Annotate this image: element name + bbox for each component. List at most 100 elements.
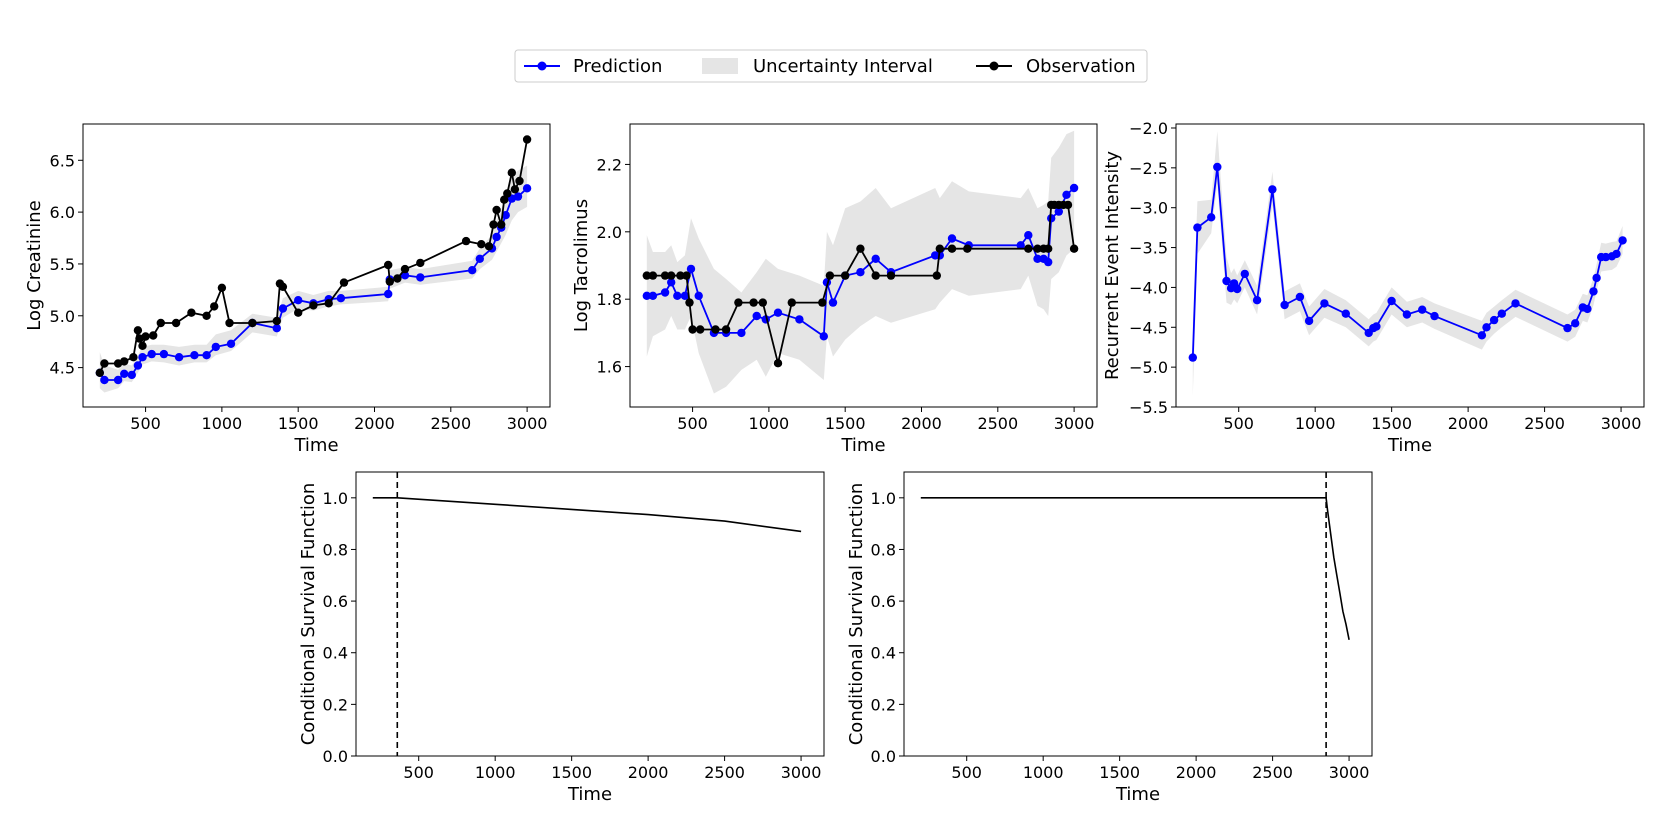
creatinine-observation-line [98,139,528,374]
legend-uncertainty-label: Uncertainty Interval [753,56,933,77]
recurrent-prediction-point [1193,223,1202,232]
creatinine-observation-point [248,318,257,328]
recurrent-uncertainty-band [1192,131,1623,396]
creatinine-y-tick-label: 5.0 [50,307,75,326]
creatinine-observation-point [384,260,393,270]
survival2-plot-frame [903,471,1373,757]
tacrolimus-observation-point [711,325,720,334]
creatinine-observation-point [492,205,501,215]
recurrent-prediction-point [1188,353,1198,362]
survival1-x-tick-label: 500 [403,763,434,782]
tacrolimus-prediction-point [1033,254,1042,263]
tacrolimus-prediction-point [648,291,658,300]
tacrolimus-x-tick-label: 2000 [901,414,942,433]
tacrolimus-observation-point [1033,244,1042,253]
recurrent-prediction-point [1477,331,1487,340]
survival1-y-tick-label: 1.0 [323,489,348,508]
recurrent-y-tick-label: −5.5 [1129,398,1168,417]
creatinine-observation-point [141,332,150,341]
tacrolimus-y-tick-label: 1.8 [597,290,622,309]
tacrolimus-prediction-point [947,234,957,243]
recurrent-prediction-point [1295,292,1305,302]
survival1-x-axis-label: Time [567,784,612,805]
tacrolimus-prediction-point [1044,257,1053,267]
creatinine-prediction-point [174,353,184,362]
creatinine-y-tick-label: 6.0 [50,203,75,222]
creatinine-observation-point [95,368,105,377]
survival2-y-tick-label: 0.4 [871,644,896,663]
tacrolimus-observation-point [818,298,827,307]
recurrent-prediction-point [1372,322,1381,331]
recurrent-x-tick-label: 1500 [1371,414,1412,433]
tacrolimus-observation-point [676,271,685,280]
tacrolimus-x-tick-label: 500 [677,414,708,433]
tacrolimus-observation-point [1024,244,1033,253]
survival2-y-tick-label: 0.8 [871,540,896,559]
tacrolimus-observation-point [682,271,691,280]
creatinine-prediction-point [138,353,147,362]
creatinine-x-tick-label: 1500 [278,414,319,433]
tacrolimus-observation-line [646,203,1075,364]
creatinine-observation-point [187,308,196,317]
tacrolimus-observation-point [963,244,972,253]
survival2-x-tick-label: 2000 [1176,763,1217,782]
recurrent-prediction-point [1320,299,1329,308]
recurrent-prediction-point [1589,287,1598,296]
recurrent-x-axis-label: Time [1387,435,1432,456]
recurrent-prediction-point [1402,310,1412,319]
tacrolimus-observation-point [825,271,835,280]
creatinine-plot-frame [82,123,551,408]
creatinine-observation-point [484,242,494,251]
creatinine-uncertainty-band [99,165,528,393]
recurrent-x-tick-label: 2000 [1448,414,1489,433]
recurrent-prediction-point [1240,269,1250,279]
recurrent-prediction-point [1222,276,1231,286]
creatinine-observation-point [129,353,138,362]
survival1-y-tick-label: 0.6 [323,592,348,611]
tacrolimus-observation-point [871,271,880,280]
creatinine-observation-point [385,277,394,286]
tacrolimus-observation-point [947,244,957,253]
tacrolimus-observation-point [787,298,796,307]
survival2-x-axis-label: Time [1115,784,1160,805]
creatinine-prediction-point [113,375,123,385]
creatinine-prediction-point [127,370,136,380]
recurrent-y-tick-label: −4.5 [1129,318,1168,337]
survival1-survival-line [372,496,802,533]
legend-prediction-label: Prediction [573,56,662,77]
tacrolimus-observation-point [749,298,758,307]
recurrent-prediction-point [1511,299,1520,308]
creatinine-x-tick-label: 2000 [354,414,395,433]
recurrent-prediction-point [1571,319,1580,328]
recurrent-prediction-point [1482,323,1491,332]
creatinine-x-tick-label: 500 [130,414,161,433]
survival1-plot-frame [355,471,825,757]
creatinine-prediction-point [120,369,129,378]
creatinine-prediction-point [272,324,281,333]
creatinine-prediction-point [294,296,303,305]
tacrolimus-prediction-point [795,315,804,324]
tacrolimus-observation-point [841,271,850,280]
tacrolimus-prediction-point [680,291,690,300]
recurrent-x-tick-label: 1000 [1295,414,1336,433]
tacrolimus-prediction-point [737,328,746,338]
tacrolimus-x-tick-label: 1000 [749,414,790,433]
creatinine-observation-point [510,185,520,194]
survival2-x-tick-label: 3000 [1329,763,1370,782]
legend-observation-label: Observation [1026,56,1136,77]
creatinine-prediction-point [202,351,211,360]
tacrolimus-observation-point [886,271,896,280]
creatinine-observation-point [500,195,509,204]
tacrolimus-observation-point [648,271,658,280]
tacrolimus-observation-point [696,325,705,334]
chart-tacrolimus: 500 1000 1500 2000 2500 3000 1.6 1.8 2.0 2.2 Time L… [571,123,1098,456]
recurrent-prediction-point [1268,185,1277,194]
tacrolimus-observation-point [642,271,651,280]
recurrent-prediction-point [1601,252,1611,262]
creatinine-prediction-point [336,294,346,303]
creatinine-prediction-point [133,361,143,370]
creatinine-y-axis-label: Log Creatinine [24,200,45,331]
recurrent-y-tick-label: −4.0 [1129,278,1168,297]
creatinine-observation-point [497,220,506,229]
creatinine-prediction-point [475,254,484,263]
